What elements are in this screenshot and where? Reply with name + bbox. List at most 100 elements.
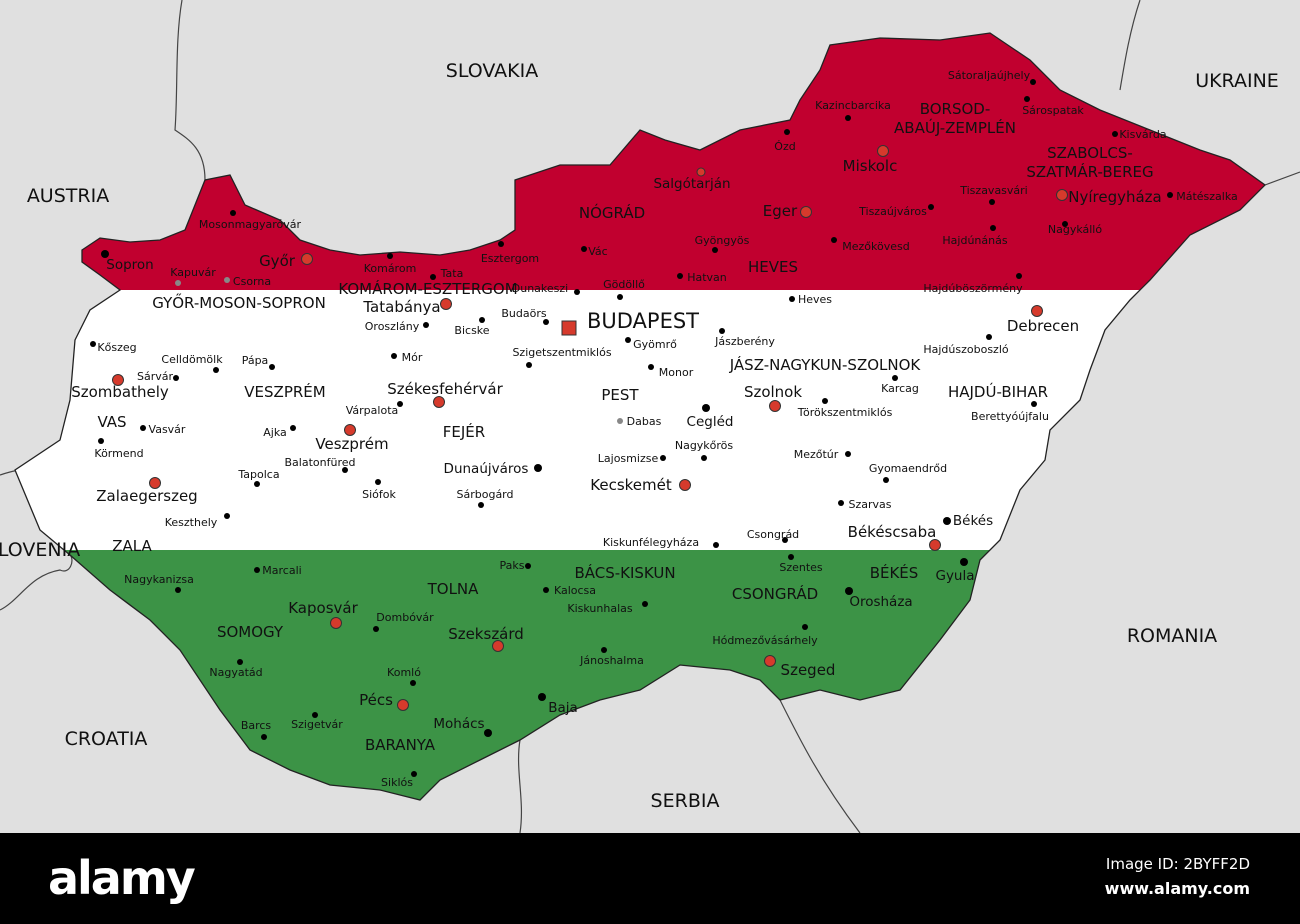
city-sátoraljaújhely: Sátoraljaújhely <box>948 69 1036 85</box>
town-marker <box>788 554 794 560</box>
city-label: Veszprém <box>315 435 388 453</box>
city-dombóvár: Dombóvár <box>373 611 434 632</box>
city-label: Dunakeszi <box>512 282 568 295</box>
city-label: Gyomaendrőd <box>869 462 947 475</box>
city-kaposvár: Kaposvár <box>288 599 359 629</box>
town-marker <box>525 563 531 569</box>
city-label: Pápa <box>242 354 269 367</box>
city-label: Szigetszentmiklós <box>512 346 611 359</box>
city-várpalota: Várpalota <box>346 401 403 417</box>
city-hajdúböszörmény: Hajdúböszörmény <box>923 273 1023 295</box>
city-label: Komárom <box>364 262 417 275</box>
city-label: Békés <box>953 513 993 529</box>
town-marker <box>617 294 623 300</box>
town-marker <box>290 425 296 431</box>
town-marker <box>98 438 104 444</box>
town-marker <box>625 337 631 343</box>
city-szigetvár: Szigetvár <box>291 712 343 731</box>
city-tata: Tata <box>430 267 463 280</box>
city-label: Komló <box>387 666 421 679</box>
city-label: Kiskunfélegyháza <box>603 536 699 549</box>
city-label: Jászberény <box>714 335 775 348</box>
county-seat-marker <box>492 640 504 652</box>
town-marker <box>534 464 542 472</box>
country-label: AUSTRIA <box>27 185 109 207</box>
town-marker <box>479 317 485 323</box>
town-marker <box>484 729 492 737</box>
town-marker <box>423 322 429 328</box>
county-label: TOLNA <box>427 580 480 598</box>
town-marker <box>1024 96 1030 102</box>
town-marker <box>543 587 549 593</box>
city-siófok: Siófok <box>362 479 396 501</box>
city-sárbogárd: Sárbogárd <box>457 488 514 508</box>
city-label: Békéscsaba <box>848 523 937 541</box>
city-label: Lajosmizse <box>598 452 659 465</box>
country-label: SLOVENIA <box>0 539 80 561</box>
town-marker <box>342 467 348 473</box>
town-marker <box>782 537 788 543</box>
city-kiskunhalas: Kiskunhalas <box>567 601 648 615</box>
town-marker <box>648 364 654 370</box>
city-label: Celldömölk <box>161 353 223 366</box>
town-marker <box>845 587 853 595</box>
town-marker <box>173 375 179 381</box>
town-marker <box>478 502 484 508</box>
county-seat-marker <box>1056 189 1068 201</box>
city-label: Debrecen <box>1007 317 1079 335</box>
county-seat-marker <box>112 374 124 386</box>
city-szombathely: Szombathely <box>71 374 169 401</box>
town-marker <box>261 734 267 740</box>
county-labels: GYŐR-MOSON-SOPRON KOMÁROM-ESZTERGOM NÓGRÁD… <box>97 100 1153 754</box>
city-label: Monor <box>659 366 694 379</box>
county-label: NÓGRÁD <box>579 203 645 222</box>
city-tatabánya: Tatabánya <box>362 298 452 316</box>
county-seat-marker <box>440 298 452 310</box>
city-label: Csorna <box>233 275 271 288</box>
town-marker <box>712 247 718 253</box>
county-label: HEVES <box>748 258 798 276</box>
city-label: Szigetvár <box>291 718 343 731</box>
town-marker <box>410 680 416 686</box>
city-label: Kapuvár <box>170 266 216 279</box>
city-label: Mór <box>402 351 423 364</box>
city-szeged: Szeged <box>764 655 835 679</box>
county-seat-marker <box>769 400 781 412</box>
city-label: Heves <box>798 293 832 306</box>
city-label: BUDAPEST <box>587 309 699 333</box>
county-label: BÁCS-KISKUN <box>574 563 675 582</box>
city-label: Mosonmagyaróvár <box>199 218 302 231</box>
city-label: Vác <box>588 245 607 258</box>
city-székesfehérvár: Székesfehérvár <box>387 380 504 408</box>
city-label: Ózd <box>774 140 795 153</box>
county-label: SOMOGY <box>217 623 284 641</box>
county-label: VESZPRÉM <box>244 382 325 401</box>
county-label: HAJDÚ-BIHAR <box>948 382 1048 401</box>
city-label: Zalaegerszeg <box>96 487 197 505</box>
town-marker <box>213 367 219 373</box>
city-label: Törökszentmiklós <box>797 406 893 419</box>
city-label: Gödöllő <box>603 278 645 291</box>
city-label: Szekszárd <box>448 625 524 643</box>
city-szekszárd: Szekszárd <box>448 625 524 652</box>
town-marker <box>601 647 607 653</box>
town-marker <box>701 455 707 461</box>
city-label: Keszthely <box>165 516 218 529</box>
town-marker <box>1062 221 1068 227</box>
city-komárom: Komárom <box>364 253 417 275</box>
town-marker <box>254 481 260 487</box>
town-marker <box>526 362 532 368</box>
county-seat-marker <box>877 145 889 157</box>
county-label: CSONGRÁD <box>732 584 818 603</box>
town-marker <box>989 199 995 205</box>
city-label: Szombathely <box>71 383 169 401</box>
city-label: Hatvan <box>687 271 727 284</box>
city-hódmezővásárhely: Hódmezővásárhely <box>712 624 818 647</box>
city-törökszentmiklós: Törökszentmiklós <box>797 398 893 419</box>
city-label: Bicske <box>454 324 489 337</box>
city-csongrád: Csongrád <box>747 528 799 543</box>
city-jászberény: Jászberény <box>714 328 775 348</box>
city-salgótarján: Salgótarján <box>653 167 731 192</box>
town-marker <box>660 455 666 461</box>
city-label: Székesfehérvár <box>387 380 503 398</box>
